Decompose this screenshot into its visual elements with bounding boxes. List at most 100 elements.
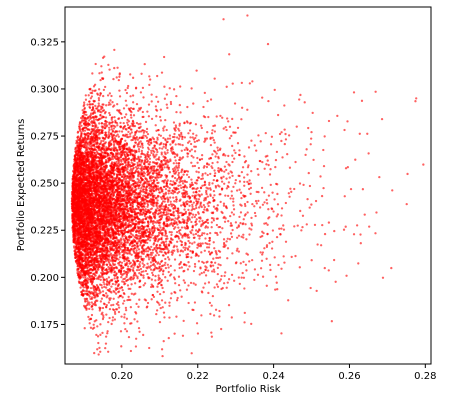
scatter-point	[278, 227, 281, 230]
scatter-point	[168, 230, 171, 234]
scatter-point	[170, 292, 173, 295]
scatter-point	[127, 130, 130, 134]
scatter-point	[243, 287, 246, 290]
scatter-point	[207, 291, 210, 295]
scatter-point	[143, 162, 146, 166]
scatter-point	[307, 171, 310, 175]
scatter-point	[251, 203, 254, 206]
scatter-point	[163, 316, 166, 319]
scatter-point	[233, 102, 237, 105]
scatter-point	[273, 198, 276, 201]
scatter-point	[92, 85, 96, 88]
scatter-point	[225, 240, 228, 243]
scatter-point	[236, 236, 239, 239]
scatter-point	[154, 213, 157, 216]
scatter-point	[280, 267, 283, 270]
scatter-point	[226, 184, 229, 188]
scatter-point	[173, 155, 177, 159]
scatter-point	[220, 274, 223, 278]
scatter-point	[178, 254, 182, 257]
scatter-point	[134, 220, 138, 223]
scatter-point	[161, 355, 164, 358]
scatter-point	[196, 246, 199, 249]
scatter-point	[108, 298, 111, 302]
scatter-point	[131, 205, 134, 208]
scatter-point	[150, 217, 153, 220]
scatter-point	[167, 204, 171, 207]
scatter-point	[250, 224, 254, 227]
scatter-point	[152, 189, 156, 193]
scatter-point	[219, 263, 222, 267]
scatter-point	[230, 194, 234, 197]
scatter-point	[165, 128, 168, 132]
scatter-point	[231, 82, 234, 85]
scatter-point	[191, 194, 194, 198]
scatter-point	[308, 184, 312, 188]
scatter-point	[155, 237, 158, 241]
scatter-point	[117, 117, 121, 120]
scatter-point	[104, 335, 108, 338]
scatter-point	[138, 251, 141, 254]
scatter-point	[103, 142, 107, 145]
scatter-point	[232, 204, 235, 207]
scatter-point	[390, 266, 393, 270]
scatter-point	[213, 130, 217, 133]
scatter-point	[162, 185, 166, 189]
scatter-point	[90, 313, 94, 317]
scatter-point	[310, 259, 313, 262]
scatter-point	[151, 147, 154, 150]
scatter-point	[164, 187, 168, 191]
scatter-point	[159, 268, 163, 272]
scatter-point	[113, 115, 116, 119]
scatter-point	[143, 62, 146, 66]
scatter-point	[273, 256, 276, 259]
scatter-point	[79, 286, 82, 289]
scatter-point	[121, 289, 124, 292]
scatter-point	[188, 140, 191, 143]
scatter-point	[103, 283, 106, 286]
scatter-point	[203, 208, 206, 211]
scatter-point	[89, 103, 92, 106]
scatter-point	[150, 100, 153, 103]
scatter-point	[381, 276, 385, 279]
scatter-point	[213, 198, 216, 202]
scatter-point	[257, 199, 260, 203]
scatter-point	[186, 105, 189, 109]
scatter-point	[240, 81, 243, 85]
scatter-point	[207, 204, 210, 208]
scatter-point	[98, 346, 101, 349]
scatter-point	[274, 288, 277, 291]
scatter-point	[193, 140, 196, 144]
scatter-point	[223, 220, 227, 223]
scatter-point	[180, 226, 184, 229]
scatter-point	[111, 278, 114, 281]
scatter-point	[155, 244, 158, 247]
scatter-point	[166, 106, 169, 109]
scatter-point	[121, 280, 124, 283]
scatter-point	[288, 195, 291, 198]
scatter-point	[180, 133, 183, 136]
scatter-point	[159, 134, 163, 137]
scatter-point	[160, 153, 163, 156]
scatter-point	[205, 165, 209, 169]
scatter-point	[204, 242, 207, 245]
scatter-point	[275, 281, 278, 284]
scatter-point	[193, 215, 196, 219]
scatter-point	[250, 322, 253, 325]
scatter-point	[158, 250, 162, 253]
scatter-point	[156, 309, 159, 312]
scatter-point	[184, 210, 188, 213]
scatter-point	[197, 212, 200, 215]
scatter-point	[131, 101, 135, 104]
scatter-point	[255, 149, 258, 152]
scatter-point	[269, 268, 272, 272]
scatter-point	[134, 234, 138, 237]
scatter-point	[103, 85, 107, 89]
scatter-point	[97, 88, 101, 91]
scatter-point	[258, 206, 262, 209]
scatter-point	[86, 128, 89, 131]
scatter-point	[113, 48, 116, 51]
scatter-point	[83, 101, 86, 104]
scatter-point	[154, 235, 157, 238]
scatter-point	[120, 345, 123, 348]
